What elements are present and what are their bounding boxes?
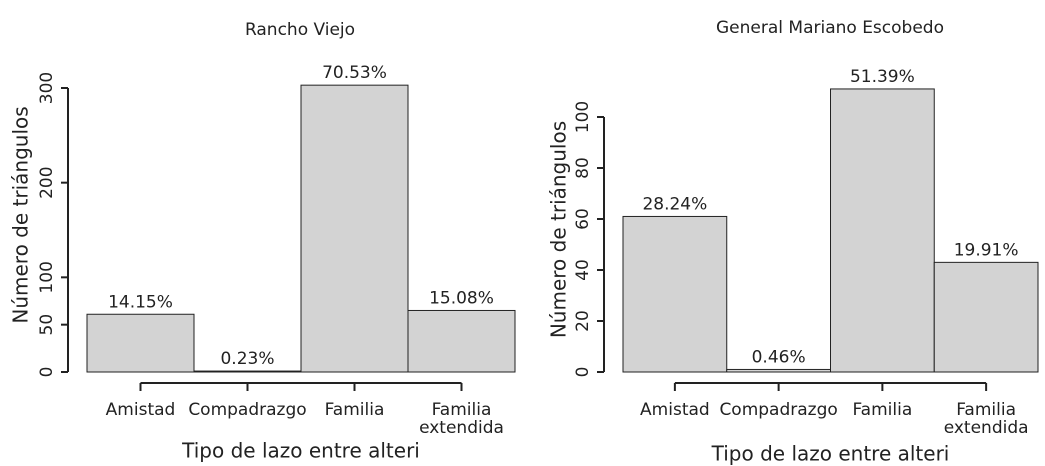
x-tick-label-line: Familia	[432, 400, 492, 420]
x-tick-label: Familia	[325, 400, 385, 420]
bar	[622, 215, 728, 373]
x-tick-label: Familia extendida	[944, 400, 1029, 438]
y-tick-label: 0	[37, 367, 57, 378]
x-axis-label: Tipo de lazo entre alteri	[181, 439, 420, 463]
y-tick-label: 300	[37, 72, 57, 104]
x-tick-label: Amistad	[106, 400, 176, 420]
bar-label: 0.46%	[752, 347, 806, 367]
y-tick-label: 100	[37, 261, 57, 293]
bar-label: 15.08%	[429, 288, 494, 308]
bar	[726, 368, 831, 373]
y-tick-label: 50	[37, 314, 57, 336]
x-tick-label: Familia	[852, 400, 912, 420]
y-tick-label: 0	[573, 367, 593, 378]
x-axis-label: Tipo de lazo entre alteri	[711, 442, 950, 466]
y-tick-label: 80	[573, 157, 593, 179]
bar	[193, 370, 302, 373]
x-tick-label: Familia extendida	[419, 400, 504, 438]
y-tick-label: 40	[573, 259, 593, 281]
bar-label: 0.23%	[220, 349, 274, 369]
y-tick-label: 200	[37, 166, 57, 198]
bar	[933, 261, 1039, 373]
x-tick-label-line: extendida	[419, 418, 504, 438]
bar	[407, 309, 516, 373]
y-tick-label: 100	[573, 101, 593, 133]
y-tick-label: 60	[573, 208, 593, 230]
bar-label: 14.15%	[108, 292, 173, 312]
y-axis-label: Número de triángulos	[9, 106, 33, 323]
x-tick-label: Amistad	[640, 400, 710, 420]
bar	[86, 313, 195, 373]
bar-label: 51.39%	[850, 67, 915, 87]
x-tick-label: Compadrazgo	[719, 400, 837, 420]
x-tick-label-line: extendida	[944, 418, 1029, 438]
x-tick-label-line: Familia	[956, 400, 1016, 420]
bar-label: 70.53%	[322, 63, 387, 83]
bar-label: 19.91%	[954, 240, 1019, 260]
y-tick-label: 20	[573, 310, 593, 332]
x-tick-label: Compadrazgo	[188, 400, 306, 420]
bar	[830, 88, 935, 373]
bar-label: 28.24%	[642, 194, 707, 214]
bar	[300, 84, 409, 373]
chart-title: General Mariano Escobedo	[716, 18, 944, 38]
y-axis-label: Número de triángulos	[547, 121, 571, 338]
chart-title: Rancho Viejo	[245, 20, 355, 40]
